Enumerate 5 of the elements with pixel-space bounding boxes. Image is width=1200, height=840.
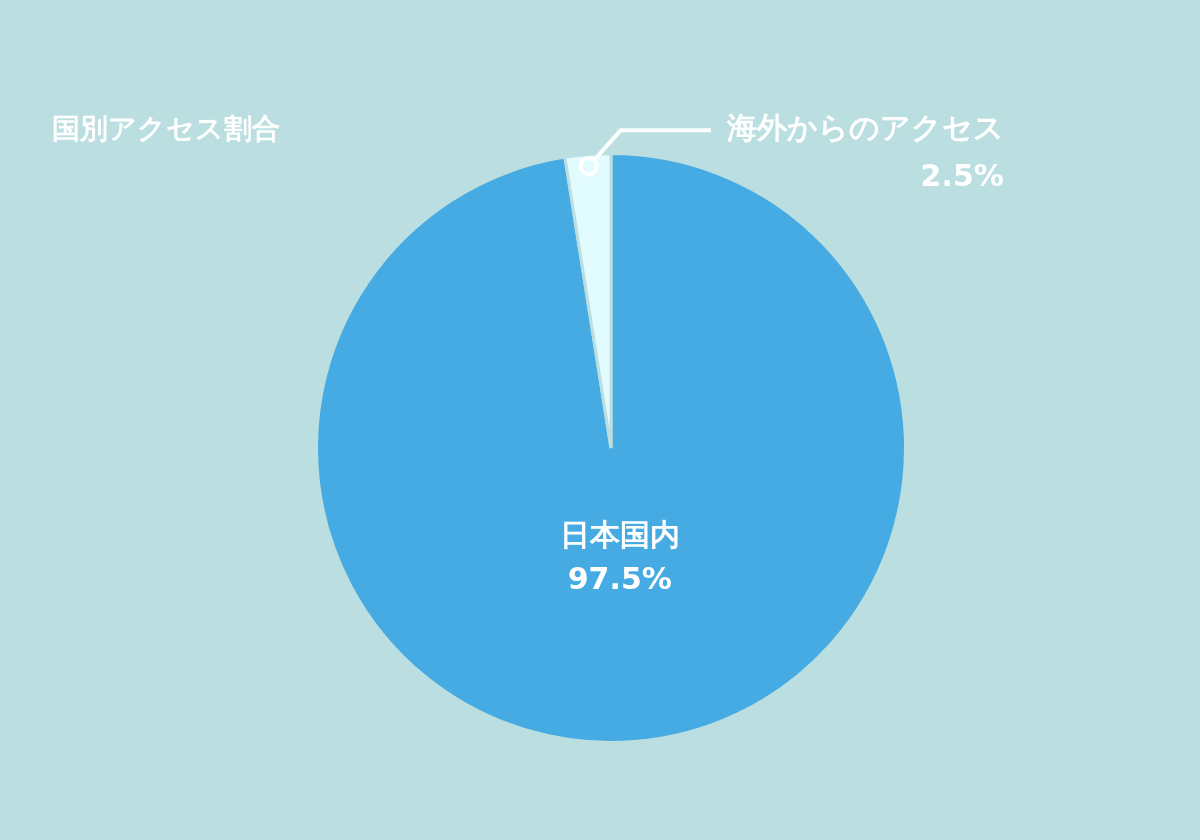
slice-label: 海外からのアクセス xyxy=(725,109,1004,145)
data-label: 97.5% xyxy=(567,561,672,597)
chart-title: 国別アクセス割合 xyxy=(52,111,280,147)
data-label: 2.5% xyxy=(920,157,1004,193)
slice-label: 日本国内 xyxy=(559,517,680,553)
